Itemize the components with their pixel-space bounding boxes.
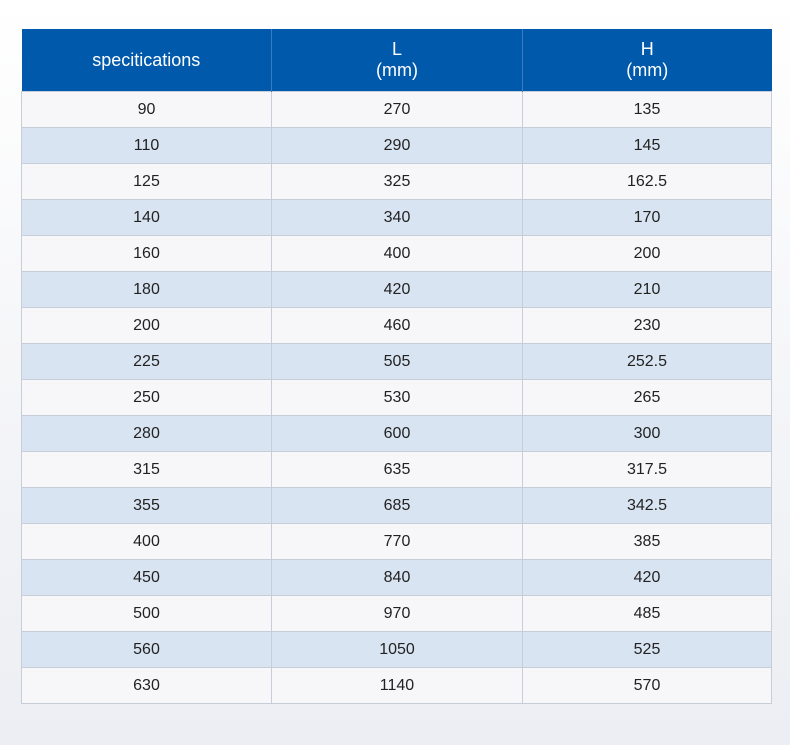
cell-length: 505: [271, 343, 523, 380]
cell-specification: 160: [21, 235, 272, 272]
table-row: 280 600 300: [21, 415, 772, 452]
table-row: 630 1140 570: [21, 667, 772, 704]
cell-length: 400: [271, 235, 523, 272]
header-length-unit: (mm): [376, 60, 418, 80]
cell-specification: 400: [21, 523, 272, 560]
table-row: 450 840 420: [21, 559, 772, 596]
cell-height: 385: [522, 523, 772, 560]
header-length-label: L: [391, 39, 402, 59]
header-length: L (mm): [271, 29, 523, 92]
cell-height: 145: [522, 127, 772, 164]
cell-length: 325: [271, 163, 523, 200]
cell-specification: 450: [21, 559, 272, 596]
cell-height: 210: [522, 271, 772, 308]
cell-specification: 315: [21, 451, 272, 488]
header-specifications-label: specitications: [92, 49, 201, 70]
cell-height: 170: [522, 199, 772, 236]
table-row: 355 685 342.5: [21, 487, 772, 524]
cell-specification: 280: [21, 415, 272, 452]
cell-specification: 250: [21, 379, 272, 416]
cell-length: 420: [271, 271, 523, 308]
cell-specification: 180: [21, 271, 272, 308]
cell-length: 530: [271, 379, 523, 416]
table-row: 315 635 317.5: [21, 451, 772, 488]
cell-height: 317.5: [522, 451, 772, 488]
header-specifications: specitications: [21, 29, 272, 92]
cell-length: 770: [271, 523, 523, 560]
cell-height: 230: [522, 307, 772, 344]
cell-specification: 140: [21, 199, 272, 236]
table-row: 500 970 485: [21, 595, 772, 632]
table-header: specitications L (mm) H (mm): [21, 29, 772, 92]
cell-height: 300: [522, 415, 772, 452]
cell-length: 685: [271, 487, 523, 524]
table-row: 140 340 170: [21, 199, 772, 236]
spec-table: specitications L (mm) H (mm) 90 270 135 110…: [21, 29, 772, 704]
cell-specification: 90: [21, 91, 272, 128]
cell-length: 270: [271, 91, 523, 128]
cell-length: 1140: [271, 667, 523, 704]
cell-height: 420: [522, 559, 772, 596]
cell-height: 252.5: [522, 343, 772, 380]
table-body: 90 270 135 110 290 145 125 325 162.5 140 340 170 160…: [21, 91, 772, 704]
cell-specification: 125: [21, 163, 272, 200]
spec-table-container: specitications L (mm) H (mm) 90 270 135 110…: [21, 29, 772, 704]
header-row: specitications L (mm) H (mm): [21, 29, 772, 92]
table-row: 225 505 252.5: [21, 343, 772, 380]
cell-height: 525: [522, 631, 772, 668]
cell-length: 635: [271, 451, 523, 488]
cell-height: 135: [522, 91, 772, 128]
header-height-label: H: [640, 39, 654, 59]
cell-height: 265: [522, 379, 772, 416]
cell-specification: 355: [21, 487, 272, 524]
table-row: 125 325 162.5: [21, 163, 772, 200]
cell-height: 162.5: [522, 163, 772, 200]
cell-length: 1050: [271, 631, 523, 668]
cell-height: 485: [522, 595, 772, 632]
table-row: 200 460 230: [21, 307, 772, 344]
table-row: 180 420 210: [21, 271, 772, 308]
table-row: 90 270 135: [21, 91, 772, 128]
cell-specification: 500: [21, 595, 272, 632]
cell-length: 600: [271, 415, 523, 452]
cell-specification: 225: [21, 343, 272, 380]
table-row: 250 530 265: [21, 379, 772, 416]
cell-specification: 630: [21, 667, 272, 704]
cell-length: 970: [271, 595, 523, 632]
cell-height: 570: [522, 667, 772, 704]
header-height-unit: (mm): [626, 60, 669, 80]
cell-height: 200: [522, 235, 772, 272]
cell-length: 460: [271, 307, 523, 344]
cell-length: 840: [271, 559, 523, 596]
cell-specification: 560: [21, 631, 272, 668]
table-row: 400 770 385: [21, 523, 772, 560]
cell-height: 342.5: [522, 487, 772, 524]
table-row: 110 290 145: [21, 127, 772, 164]
table-row: 560 1050 525: [21, 631, 772, 668]
table-row: 160 400 200: [21, 235, 772, 272]
cell-specification: 200: [21, 307, 272, 344]
cell-specification: 110: [21, 127, 272, 164]
header-height: H (mm): [522, 29, 772, 92]
cell-length: 340: [271, 199, 523, 236]
cell-length: 290: [271, 127, 523, 164]
